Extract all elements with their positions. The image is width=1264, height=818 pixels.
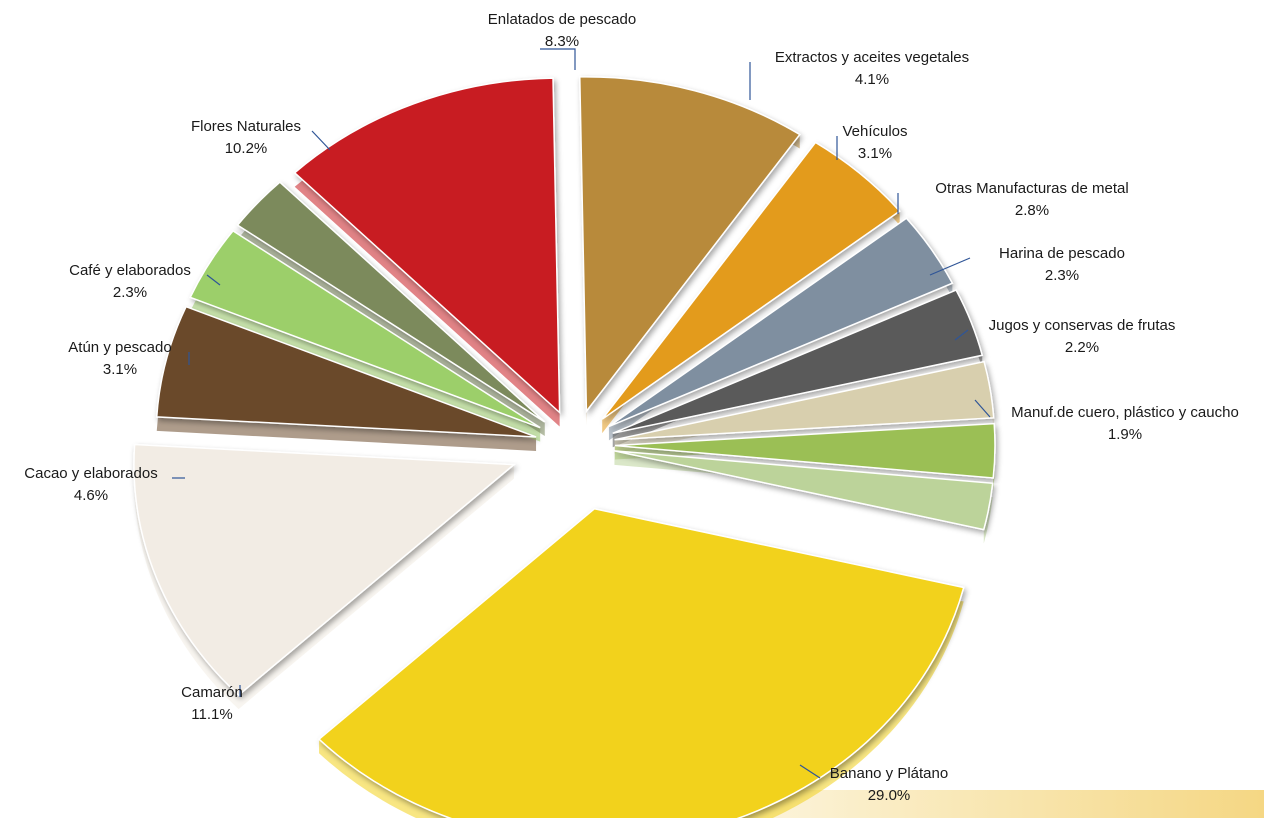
leader-line: [954, 329, 969, 341]
pie-slice: [236, 181, 546, 423]
slice-label: Harina de pescado: [999, 245, 1125, 262]
slice-value-label: 1.9%: [1108, 426, 1142, 443]
slice-value-label: 29.0%: [868, 787, 911, 804]
leader-line: [206, 274, 221, 286]
leader-lines: [172, 48, 991, 779]
slice-label: Camarón: [181, 684, 243, 701]
pie-slice-tops: [133, 76, 996, 818]
slice-value-label: 8.3%: [545, 33, 579, 50]
pie-slice: [579, 76, 801, 414]
slice-label: Manuf.de cuero, plástico y caucho: [1011, 404, 1239, 421]
slice-value-label: 11.1%: [191, 706, 232, 723]
pie-slice-side: [294, 78, 560, 427]
slice-value-label: 10.2%: [225, 140, 268, 157]
slice-value-label: 2.3%: [113, 284, 147, 301]
slice-value-label: 2.3%: [1045, 267, 1079, 284]
slice-label: Enlatados de pescado: [488, 11, 636, 28]
slice-value-label: 3.1%: [103, 361, 137, 378]
pie-slice-side: [156, 306, 537, 451]
slice-value-label: 4.1%: [855, 71, 889, 88]
pie-slice: [189, 229, 541, 429]
slice-label: Flores Naturales: [191, 118, 301, 135]
pie-slice: [614, 360, 995, 441]
pie-slice: [601, 141, 901, 420]
leader-line: [311, 130, 331, 151]
slice-label: Café y elaborados: [69, 262, 191, 279]
pie-slice: [608, 217, 954, 428]
slice-label: Atún y pescado: [68, 339, 171, 356]
pie-slice: [293, 77, 561, 415]
slice-value-label: 2.2%: [1065, 339, 1099, 356]
leader-line: [799, 764, 821, 779]
slice-label: Cacao y elaborados: [24, 465, 157, 482]
pie-slice: [614, 450, 994, 531]
pie-slice: [155, 305, 537, 438]
slice-label: Jugos y conservas de frutas: [989, 317, 1176, 334]
pie-slice: [614, 422, 996, 479]
slice-label: Banano y Plátano: [830, 765, 948, 782]
slice-value-label: 4.6%: [74, 487, 108, 504]
slice-label: Extractos y aceites vegetales: [775, 49, 969, 66]
pie-slice: [612, 289, 984, 435]
pie-slice: [133, 443, 516, 697]
leader-line: [929, 257, 971, 276]
slice-value-label: 2.8%: [1015, 202, 1049, 219]
pie-slice: [317, 507, 965, 818]
leader-line: [974, 399, 991, 418]
slice-labels: Enlatados de pescado 8.3% Extractos y acei…: [24, 11, 1239, 804]
slice-label: Otras Manufacturas de metal: [935, 180, 1128, 197]
slice-value-label: 3.1%: [858, 145, 892, 162]
slice-label: Vehículos: [842, 123, 907, 140]
leader-line: [540, 48, 576, 70]
